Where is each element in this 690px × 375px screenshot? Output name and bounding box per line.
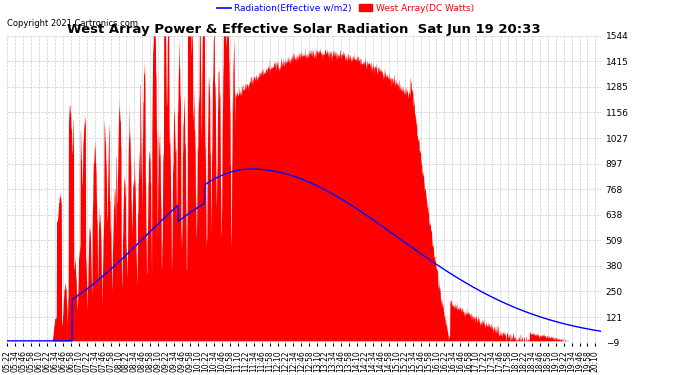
- Text: Copyright 2021 Cartronics.com: Copyright 2021 Cartronics.com: [8, 19, 138, 28]
- Title: West Array Power & Effective Solar Radiation  Sat Jun 19 20:33: West Array Power & Effective Solar Radia…: [67, 23, 541, 36]
- Legend: Radiation(Effective w/m2), West Array(DC Watts): Radiation(Effective w/m2), West Array(DC…: [213, 0, 477, 16]
